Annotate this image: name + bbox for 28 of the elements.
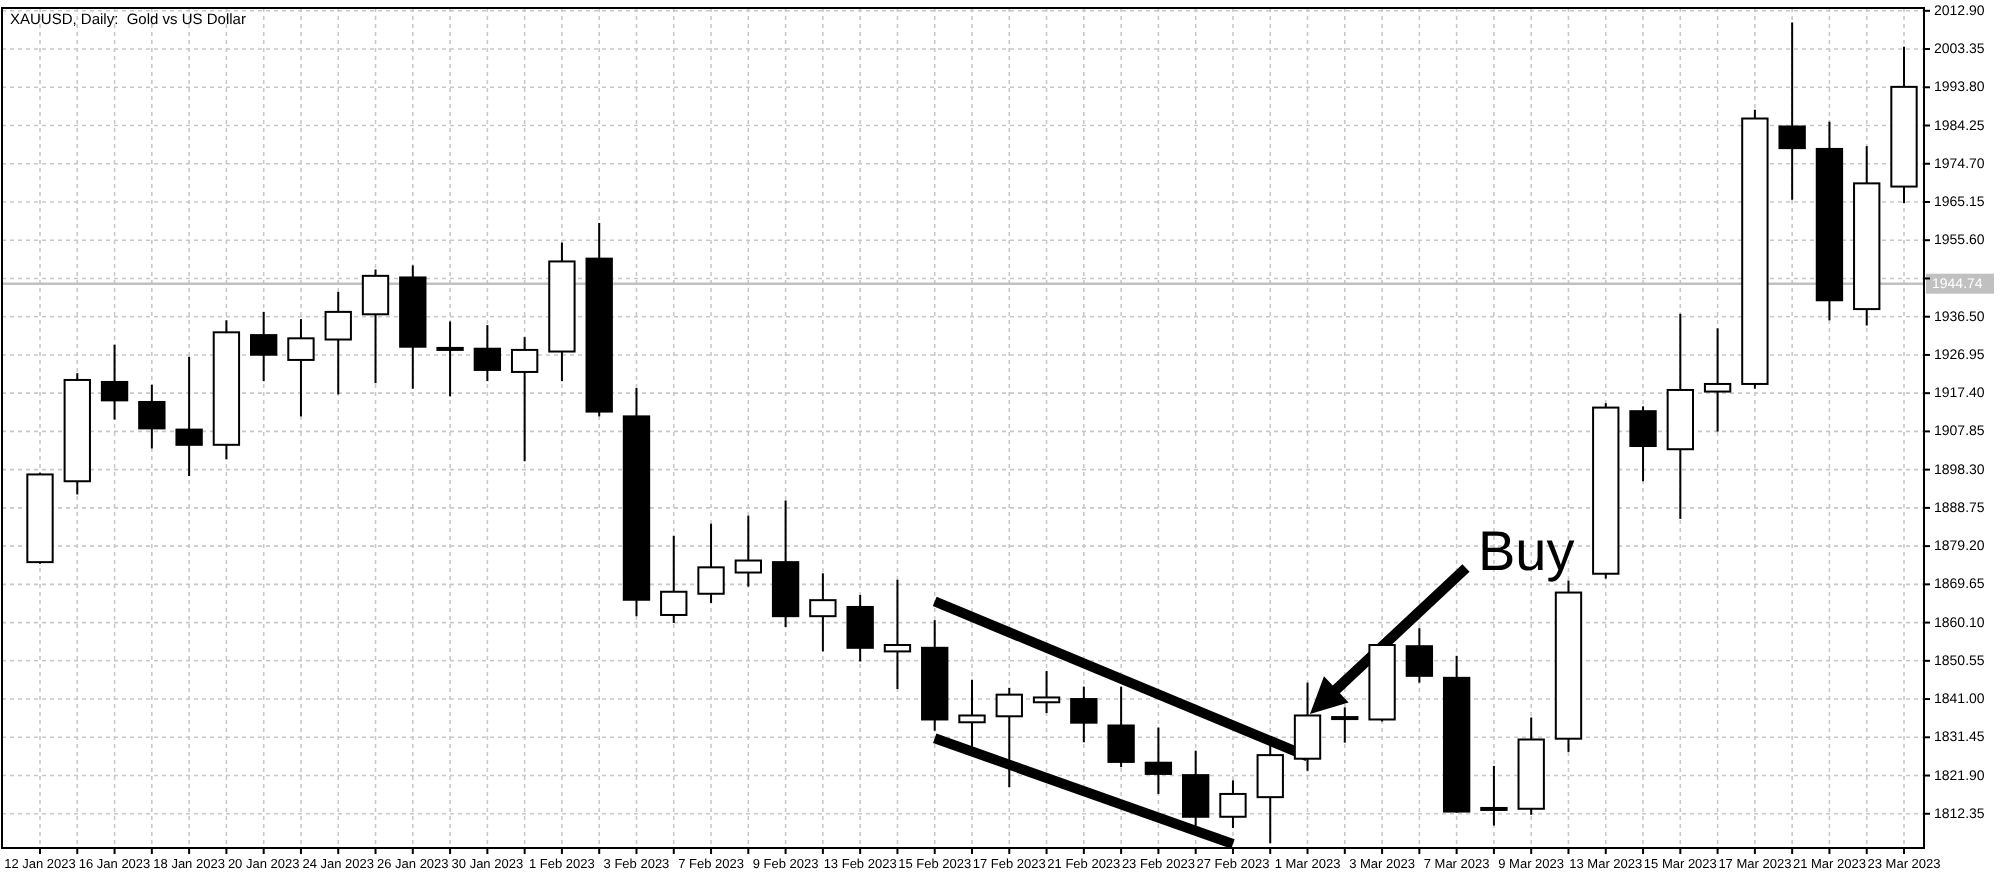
candlestick <box>1219 779 1247 829</box>
candlestick <box>1144 726 1173 795</box>
candlestick <box>1405 627 1434 684</box>
candlestick <box>250 310 278 383</box>
candlestick <box>436 320 464 398</box>
candlestick <box>660 534 688 624</box>
candlestick <box>883 578 912 691</box>
candlestick <box>734 514 762 588</box>
candlestick <box>1070 685 1098 744</box>
candlestick <box>1778 21 1806 201</box>
candlestick <box>846 593 874 663</box>
candlestick <box>1032 670 1061 715</box>
candlestick <box>697 522 725 604</box>
candlestick <box>100 343 129 421</box>
candlestick <box>361 268 390 385</box>
candlestick <box>510 336 539 463</box>
candlestick <box>1703 327 1732 433</box>
candlestick <box>473 324 502 383</box>
candlestick <box>809 572 837 653</box>
candlestick <box>175 355 203 478</box>
candlestick <box>324 290 352 396</box>
candlestick <box>1480 764 1508 827</box>
candlestick <box>1629 405 1657 483</box>
candlestick <box>1331 706 1359 744</box>
annotation: Buy <box>1478 520 1575 582</box>
candlestick <box>1182 749 1210 831</box>
candlestick <box>138 383 166 450</box>
candlestick <box>287 318 315 418</box>
